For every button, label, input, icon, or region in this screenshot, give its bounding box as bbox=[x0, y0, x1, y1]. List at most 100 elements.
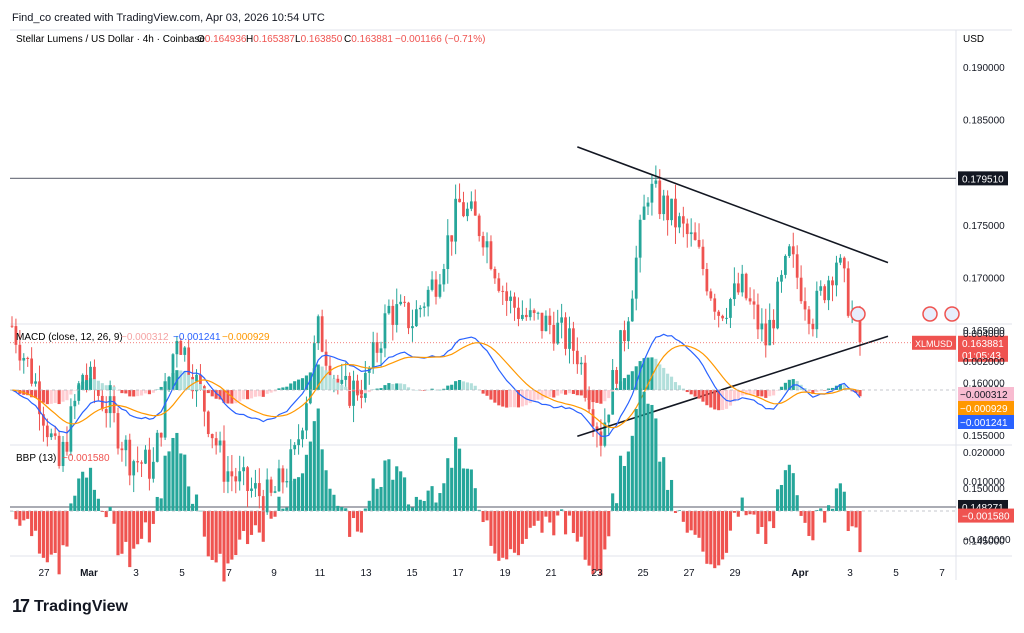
bbp-bar bbox=[438, 493, 442, 511]
bbp-bar bbox=[33, 511, 38, 531]
macd-hist-bar bbox=[222, 390, 226, 403]
bbp-bar bbox=[218, 511, 222, 554]
macd-hist-bar bbox=[351, 390, 356, 392]
candle-body bbox=[705, 269, 709, 292]
bbp-bar bbox=[795, 495, 799, 511]
macd-hist-bar bbox=[732, 390, 736, 402]
bbp-bar bbox=[304, 454, 309, 511]
macd-hist-bar bbox=[226, 390, 230, 404]
event-flag-icon[interactable] bbox=[850, 306, 866, 322]
candle-body bbox=[732, 283, 736, 300]
bbp-bar bbox=[501, 511, 505, 558]
bbp-tick-label: −0.010000 bbox=[963, 535, 1011, 546]
bbp-bar bbox=[242, 511, 246, 531]
candle-body bbox=[340, 379, 344, 384]
bbp-tick-label: 0.020000 bbox=[963, 448, 1005, 459]
macd-hist-bar bbox=[26, 390, 30, 396]
bbp-bar bbox=[630, 435, 634, 511]
current-price-bg bbox=[958, 335, 1008, 362]
time-tick-label: 7 bbox=[939, 568, 945, 579]
bbp-bar bbox=[779, 484, 784, 511]
macd-hist-bar bbox=[206, 390, 210, 394]
candle-body bbox=[466, 208, 469, 217]
macd-hist-bar bbox=[501, 390, 505, 407]
bbp-bar bbox=[426, 490, 430, 511]
macd-hist-bar bbox=[277, 388, 281, 390]
macd-hist-bar bbox=[406, 387, 411, 390]
macd-hist-bar bbox=[724, 390, 729, 409]
candle-body bbox=[246, 467, 249, 491]
candle-body bbox=[34, 381, 37, 384]
bbp-bar bbox=[120, 511, 124, 554]
candle-body bbox=[493, 268, 497, 279]
candle-body bbox=[414, 309, 418, 327]
candle-body bbox=[842, 257, 846, 269]
macd-hist-bar bbox=[61, 390, 65, 402]
bbp-bar bbox=[650, 404, 654, 511]
candle-body bbox=[363, 372, 367, 398]
bbp-bar bbox=[489, 511, 493, 546]
lower-trendline[interactable] bbox=[577, 335, 889, 437]
candle-body bbox=[803, 301, 807, 310]
symbol-tag-bg bbox=[912, 335, 956, 350]
macd-hist-bar bbox=[575, 390, 579, 396]
bbp-bar bbox=[395, 466, 399, 511]
candle-body bbox=[835, 262, 838, 286]
bbp-bar bbox=[100, 511, 104, 513]
tradingview-logo: 17 TradingView bbox=[12, 596, 128, 617]
candle-body bbox=[10, 325, 14, 327]
bbp-bar bbox=[658, 461, 662, 511]
macd-hist-bar bbox=[811, 390, 815, 394]
upper-trendline[interactable] bbox=[577, 146, 889, 264]
candle-body bbox=[729, 299, 732, 318]
bbp-bar bbox=[147, 511, 151, 543]
macd-hist-bar bbox=[764, 390, 768, 398]
macd-hist-bar bbox=[787, 379, 791, 390]
price-tick-label: 0.155000 bbox=[963, 431, 1005, 442]
price-tick-label: 0.145000 bbox=[963, 536, 1005, 547]
bbp-bar bbox=[512, 511, 517, 553]
macd-hist-bar bbox=[151, 390, 155, 393]
candle-body bbox=[391, 305, 395, 325]
candle-body bbox=[626, 321, 630, 342]
bbp-bar bbox=[454, 437, 458, 511]
macd-title: MACD (close, 12, 26, 9) bbox=[16, 332, 123, 343]
candle-body bbox=[407, 302, 410, 329]
bbp-bar bbox=[30, 511, 34, 537]
macd-hist-bar bbox=[469, 383, 473, 390]
bbp-bar bbox=[736, 511, 740, 517]
candle-body bbox=[568, 328, 571, 349]
bbp-bar bbox=[167, 451, 171, 511]
bbp-bar bbox=[379, 486, 383, 511]
macd-hist-bar bbox=[509, 390, 513, 408]
time-tick-label: 29 bbox=[729, 568, 741, 579]
time-tick-label: 15 bbox=[406, 568, 418, 579]
candle-body bbox=[756, 304, 760, 330]
candle-body bbox=[650, 183, 654, 203]
event-flag-icon[interactable] bbox=[944, 306, 960, 322]
event-flag-icon[interactable] bbox=[922, 306, 938, 322]
macd-hist-bar bbox=[375, 388, 379, 390]
bbp-bar bbox=[14, 511, 18, 520]
macd-hist-bar bbox=[842, 384, 846, 390]
bbp-bar bbox=[677, 510, 681, 511]
bbp-bar bbox=[858, 511, 862, 553]
bbp-bar bbox=[116, 511, 120, 556]
price-tick-label: 0.185000 bbox=[963, 116, 1005, 127]
bbp-tick-label: 0.010000 bbox=[963, 477, 1005, 488]
macd-hist-bar bbox=[768, 390, 772, 397]
bbp-bar bbox=[226, 511, 230, 564]
time-tick-label: Apr bbox=[791, 568, 808, 579]
bbp-bar bbox=[61, 511, 65, 546]
candle-body bbox=[780, 274, 783, 282]
bbp-bar bbox=[26, 511, 30, 519]
candle-body bbox=[685, 223, 689, 235]
candle-body bbox=[285, 481, 289, 483]
candle-body bbox=[77, 383, 81, 401]
candle-body bbox=[587, 395, 591, 410]
macd-hist-bar bbox=[505, 390, 509, 408]
candle-body bbox=[42, 414, 45, 426]
macd-hist-bar bbox=[143, 390, 148, 394]
macd-hist-bar bbox=[571, 390, 575, 394]
